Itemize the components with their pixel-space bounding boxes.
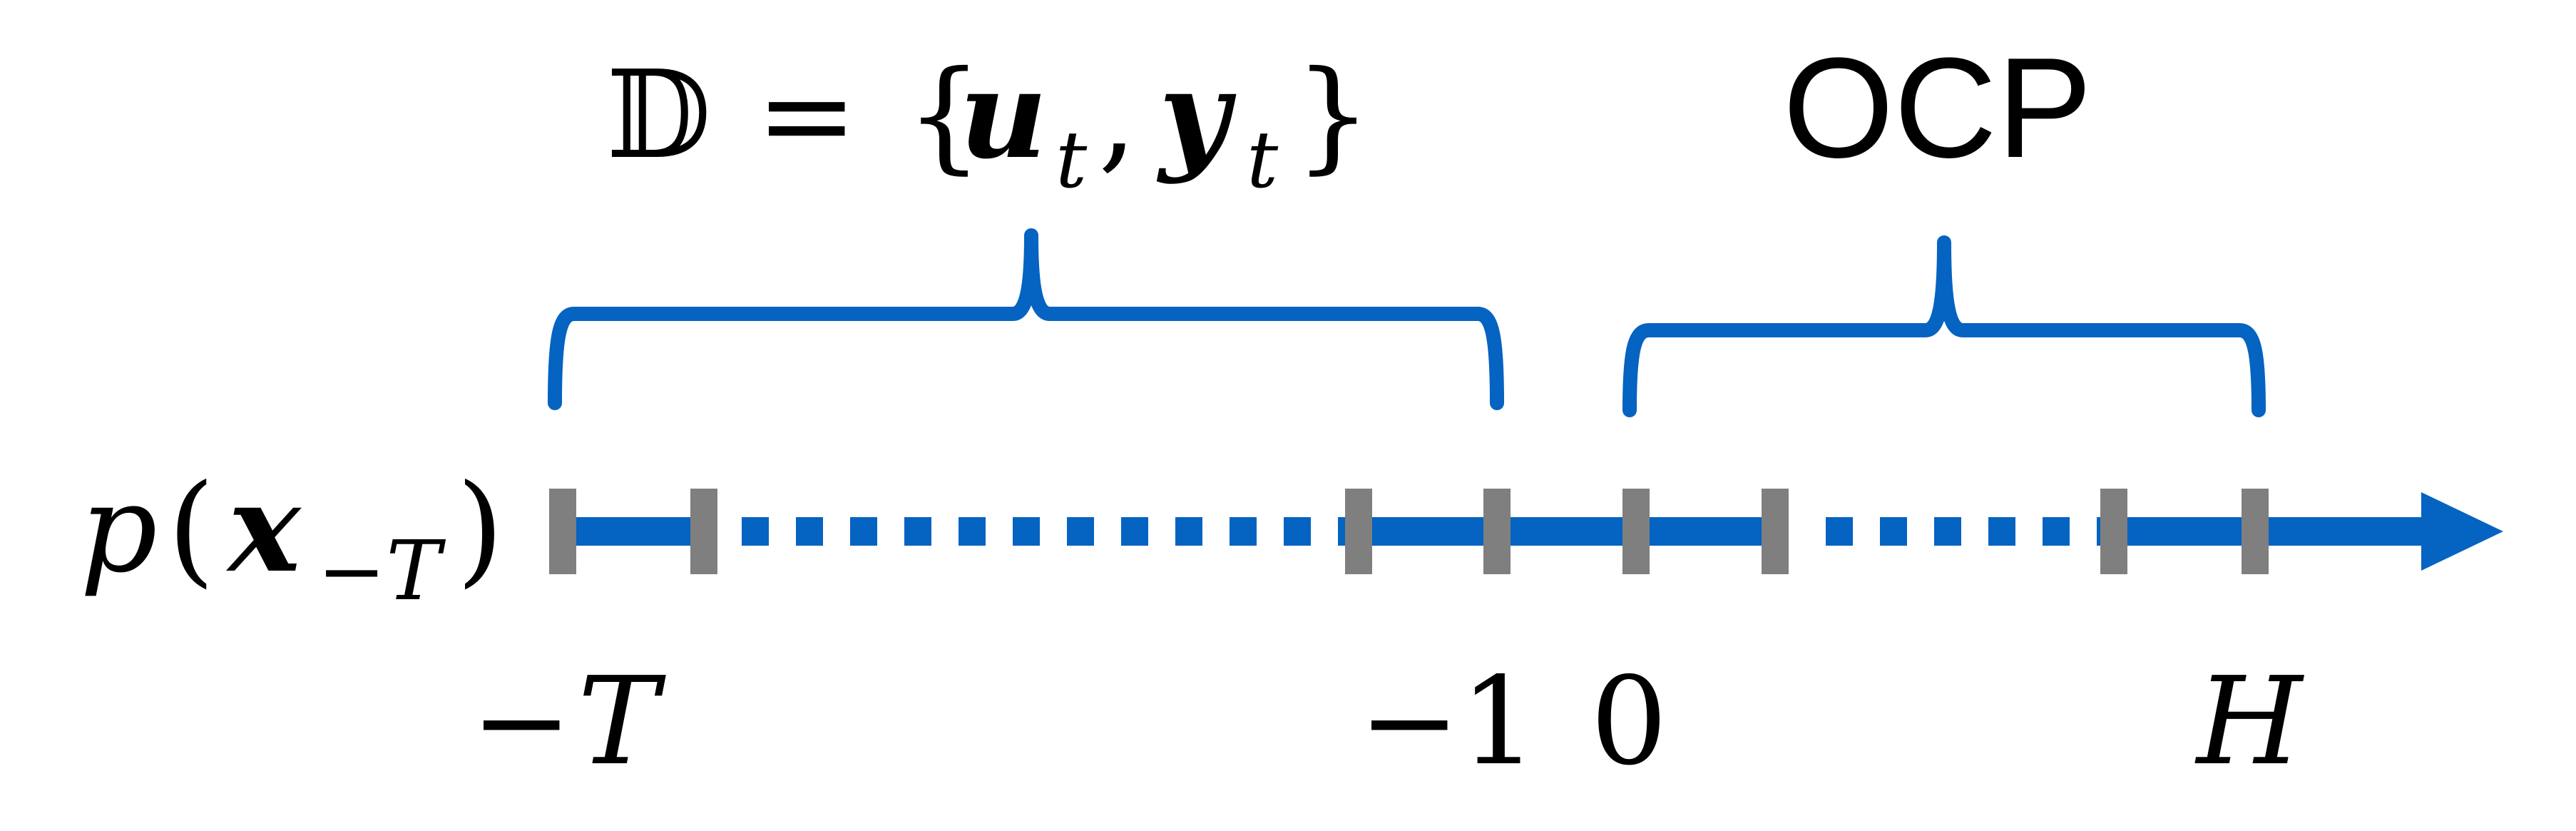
dataset-y-subscript: t (1247, 114, 1279, 205)
tick-label-minus-T-var: T (578, 651, 666, 792)
init-p: p (80, 459, 158, 600)
tick-mark (1762, 489, 1789, 574)
init-x-subscript: −T (317, 524, 446, 619)
init-x: x (226, 457, 302, 600)
tick-label-zero: 0 (1590, 651, 1667, 792)
dataset-symbol: 𝔻 (606, 45, 711, 186)
dataset-close-brace: } (1294, 45, 1371, 186)
arrow-right-icon (2421, 492, 2503, 571)
tick-marks (549, 489, 2269, 574)
tick-mark (1483, 489, 1511, 574)
dataset-u-subscript: t (1056, 114, 1088, 205)
init-close-paren: ) (456, 459, 504, 600)
tick-label-minus-one: −1 (1359, 651, 1538, 792)
initial-distribution-label: p ( x −T ) (80, 457, 504, 619)
tick-labels: − T −1 0 H (471, 651, 2304, 792)
tick-mark (1622, 489, 1650, 574)
tick-mark (549, 489, 576, 574)
init-open-paren: ( (168, 459, 215, 600)
dataset-u: u (959, 44, 1048, 186)
dataset-y: y (1156, 44, 1237, 186)
dataset-comma: , (1098, 45, 1137, 186)
tick-mark (1345, 489, 1372, 574)
tick-label-minus-T-sign: − (471, 651, 572, 792)
dataset-open-brace: { (906, 45, 983, 186)
tick-mark (2100, 489, 2127, 574)
dataset-equals: = (756, 45, 857, 186)
dataset-label: 𝔻 = { u t , y t } (606, 44, 1371, 205)
tick-mark (690, 489, 717, 574)
ocp-label: OCP (1783, 29, 2092, 188)
tick-label-H: H (2194, 651, 2304, 792)
curly-brace-icon (548, 228, 1504, 410)
curly-brace-icon (1622, 235, 2266, 417)
tick-mark (2242, 489, 2269, 574)
